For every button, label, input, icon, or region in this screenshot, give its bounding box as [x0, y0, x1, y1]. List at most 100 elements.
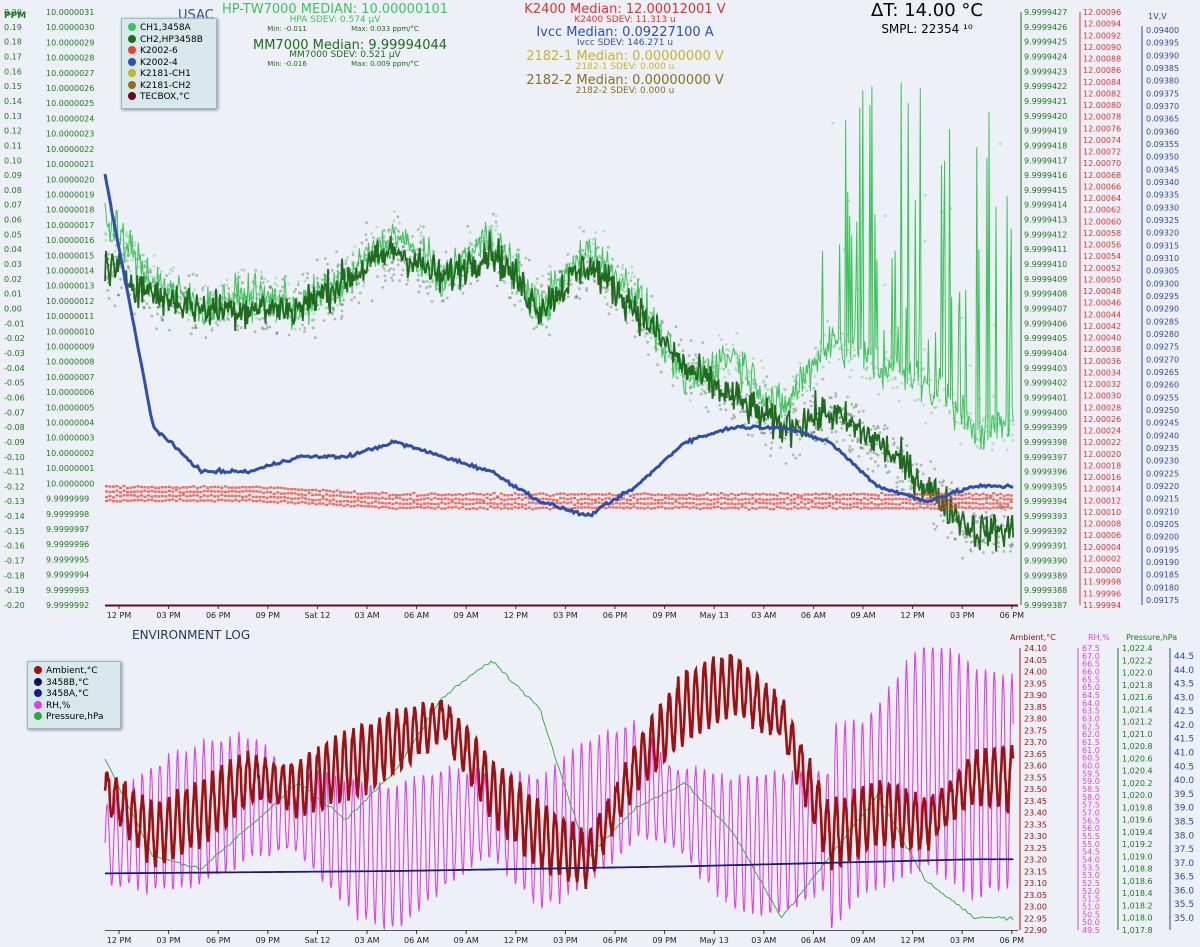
ch1-cloud-point [727, 349, 731, 352]
k2400-tick-label: 12.00060 [1083, 217, 1121, 226]
ch2-cloud-point [227, 287, 231, 290]
ch1-cloud-point [223, 319, 227, 323]
ref-9v-tick-label: 9.9999424 [1024, 52, 1067, 61]
k2002-6-point [649, 497, 653, 500]
ch2-cloud-point [972, 512, 976, 515]
k2002-6-point [108, 498, 112, 502]
ch1-cloud-point [705, 383, 709, 387]
k2002-6-point [143, 499, 147, 503]
ch1-cloud-point [763, 385, 767, 389]
k2002-6-point [702, 493, 706, 496]
ch2-cloud-point [704, 391, 708, 395]
k2002-6-point [608, 492, 611, 495]
k2002-6-point [929, 493, 933, 496]
ch1-cloud-point [783, 387, 786, 391]
rh-tick-label: 52.5 [1082, 879, 1100, 888]
ivcc-tick-label: 0.09360 [1146, 127, 1179, 136]
ch2-cloud-point [210, 329, 214, 332]
lower-legend-swatch [34, 712, 42, 720]
k2002-6-point [185, 486, 189, 489]
k2002-6-point [562, 492, 566, 495]
k2002-6-point [957, 506, 961, 509]
k2002-6-point [255, 499, 259, 503]
ivcc-tick-label: 0.09315 [1146, 241, 1179, 250]
k2002-6-point [143, 495, 147, 498]
ch2-cloud-point [261, 281, 265, 284]
k2002-6-point [541, 506, 545, 509]
k2002-6-point [339, 503, 342, 506]
ch2-cloud-point [601, 285, 605, 289]
ref-10v-tick-label: 9.9999997 [46, 525, 89, 534]
ch2-cloud-point [502, 258, 506, 262]
ch2-cloud-point [957, 512, 960, 515]
ch2-cloud-point [697, 383, 701, 387]
ch2-cloud-point [194, 326, 198, 329]
k2002-6-point [346, 500, 349, 503]
pressure-tick-label: 1,019.2 [1122, 840, 1153, 849]
k2002-6-point [810, 500, 814, 504]
ch2-cloud-point [275, 331, 279, 335]
k2002-6-point [883, 502, 887, 505]
upper-legend-label: K2002-6 [140, 46, 178, 56]
k2002-6-point [1009, 507, 1013, 510]
ch2-cloud-point [820, 428, 824, 432]
k2002-6-point [597, 493, 601, 496]
k2002-6-point [807, 493, 811, 496]
k2400-tick-label: 11.99996 [1083, 589, 1121, 598]
ch2-cloud-point [336, 265, 340, 268]
k2002-6-point [328, 499, 332, 502]
ivcc-tick-label: 0.09210 [1146, 507, 1179, 516]
ch2-cloud-point [730, 417, 734, 421]
k2002-6-point [520, 506, 524, 509]
ch2-cloud-point [830, 406, 834, 410]
ch1-cloud-point [293, 327, 297, 331]
k2002-6-point [398, 497, 402, 500]
ch2-cloud-point [935, 525, 939, 528]
ch2-cloud-point [765, 375, 769, 378]
ch1-cloud-point [393, 210, 396, 213]
k2002-6-point [863, 502, 866, 505]
k2002-6-point [719, 492, 723, 495]
k2002-6-point [244, 486, 248, 489]
k2002-6-point [112, 490, 115, 493]
upper-x-tick-label: 06 PM [206, 611, 231, 620]
k2002-6-point [744, 502, 748, 505]
ch1-cloud-point [643, 334, 647, 338]
ch2-cloud-point [191, 272, 195, 276]
k2002-6-point [132, 490, 136, 493]
k2002-6-point [594, 498, 597, 501]
k2002-6-point [332, 490, 335, 494]
ch1-cloud-point [153, 276, 157, 280]
ch2-cloud-point [535, 325, 539, 329]
k2002-6-point [824, 506, 828, 509]
lower-x-tick-label: 09 PM [652, 936, 677, 945]
k2002-6-point [300, 493, 304, 496]
ch1-cloud-point [773, 385, 777, 389]
ch2-cloud-point [688, 386, 692, 390]
ch2-cloud-point [838, 416, 842, 419]
ch2-cloud-point [791, 453, 795, 457]
ref-9v-tick-label: 9.9999395 [1024, 482, 1067, 491]
ch2-cloud-point [236, 324, 240, 328]
ch2-cloud-point [909, 487, 913, 491]
ch2-cloud-point [948, 488, 952, 491]
ch2-cloud-point [194, 323, 197, 327]
k2002-6-point [220, 493, 224, 497]
k2002-6-point [656, 493, 660, 496]
k2002-6-point [230, 486, 234, 489]
k2002-6-point [132, 499, 136, 502]
ch2-cloud-point [615, 308, 618, 311]
k2002-6-point [667, 497, 671, 500]
ppm-tick-label: -0.03 [4, 349, 25, 358]
k2002-6-point [464, 507, 468, 511]
k2400-tick-label: 12.00090 [1083, 43, 1121, 52]
k2002-6-point [580, 506, 583, 509]
ref-10v-tick-label: 9.9999992 [46, 601, 89, 610]
k2002-6-point [761, 492, 765, 496]
ch1-cloud-point [886, 379, 890, 383]
k2002-6-point [859, 501, 863, 505]
ivcc-tick-label: 0.09205 [1146, 520, 1179, 529]
ch2-cloud-point [869, 457, 873, 460]
k2002-6-point [307, 498, 311, 501]
k2002-6-point [716, 493, 720, 497]
